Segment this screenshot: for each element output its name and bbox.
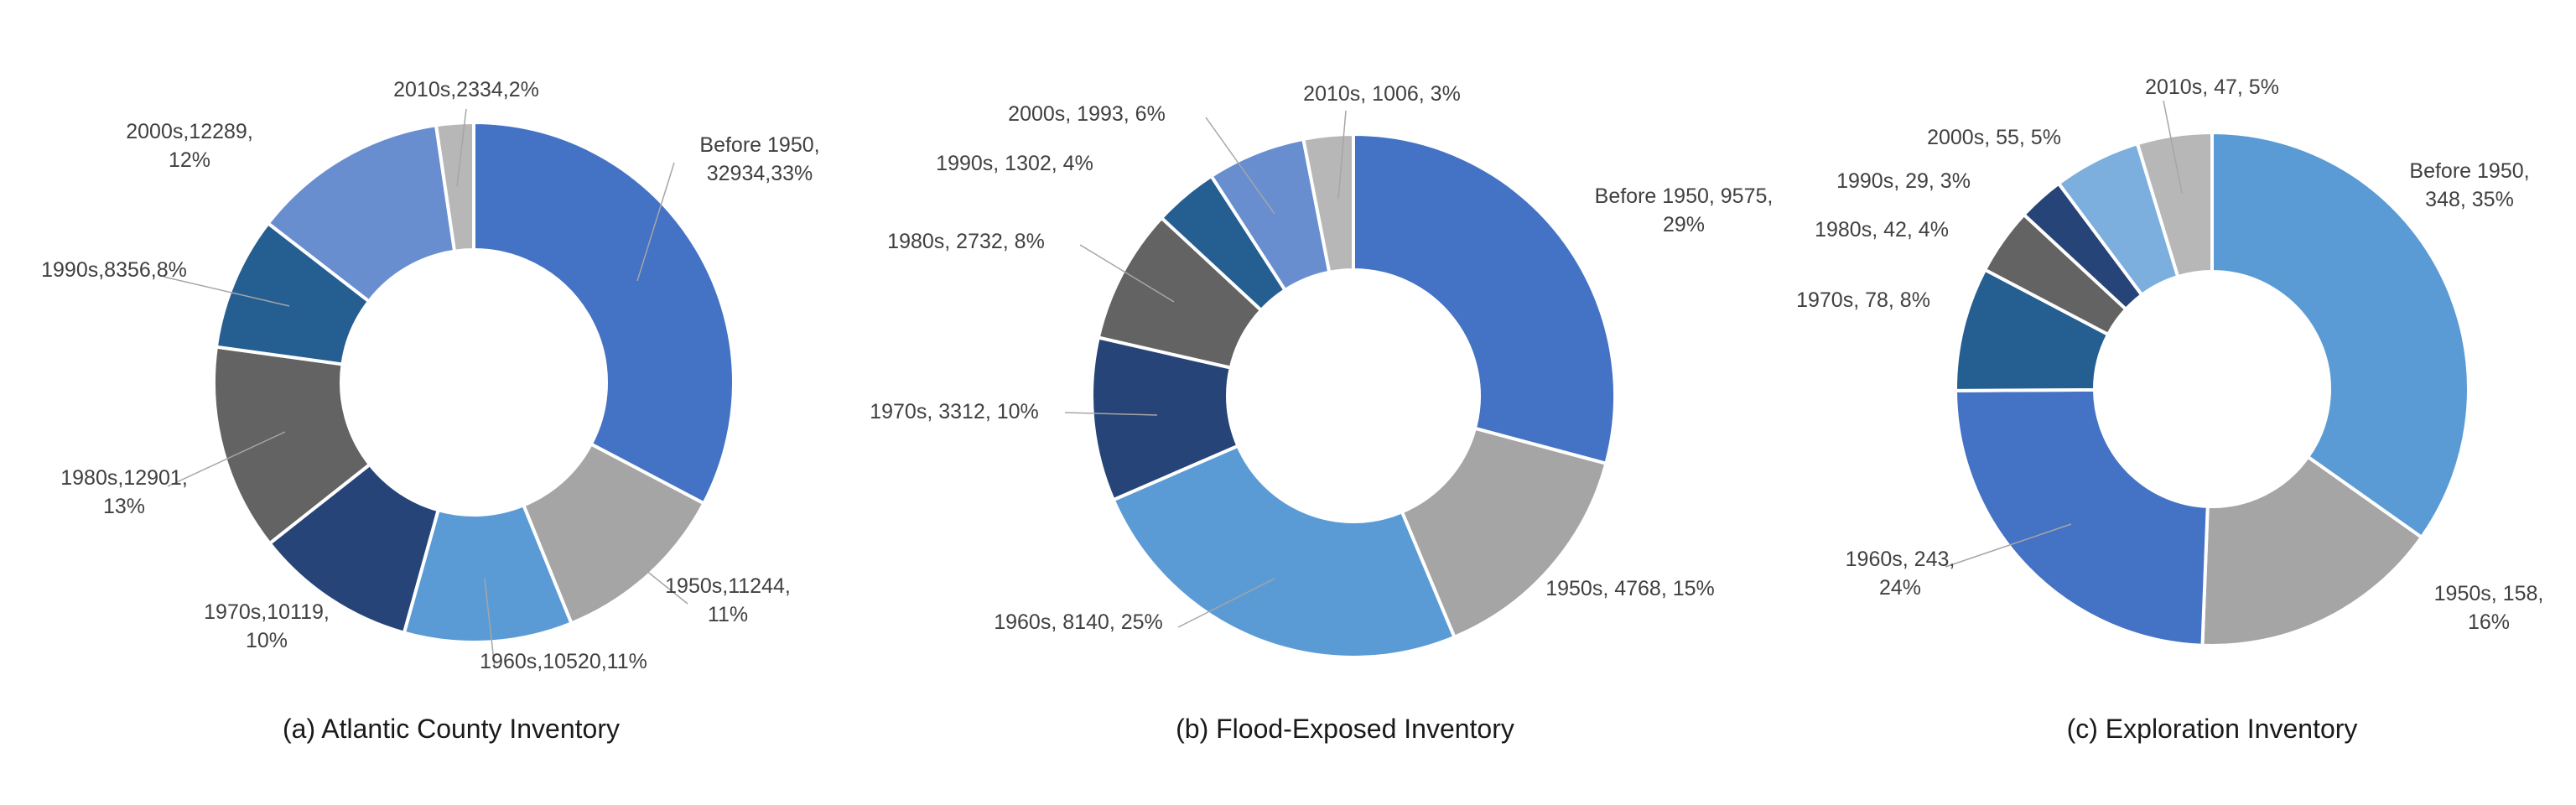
data-label-line: 11% <box>708 603 748 626</box>
data-label-2010s: 2010s,2334,2% <box>393 78 539 101</box>
data-label-line: 2000s, 1993, 6% <box>1008 102 1166 126</box>
data-label-line: Before 1950, <box>2409 159 2529 183</box>
leader-line-2000s <box>1205 117 1275 215</box>
data-label-line: 2010s, 47, 5% <box>2145 75 2279 99</box>
data-label-1980s: 1980s, 42, 4% <box>1815 218 1949 242</box>
data-label-1950s: 1950s, 4768, 15% <box>1545 577 1715 600</box>
data-label-line: 32934,33% <box>707 162 813 185</box>
flood-exposed-donut-chart: Before 1950, 9575, 29% 1950s, 4768, 15% 196… <box>870 82 1774 659</box>
data-label-line: 1980s, 42, 4% <box>1815 218 1949 242</box>
slice-1950s <box>2200 454 2424 647</box>
slice-1950s <box>1400 426 1608 640</box>
data-label-2010s: 2010s, 1006, 3% <box>1303 82 1461 106</box>
data-label-line: 2000s, 55, 5% <box>1927 126 2061 149</box>
data-label-1970s: 1970s, 3312, 10% <box>870 400 1039 423</box>
slice-before-1950 <box>2210 130 2470 540</box>
exploration-donut-chart: Before 1950, 348, 35% 1950s, 158, 16% 1960s,… <box>1796 75 2544 647</box>
data-label-line: 1980s, 2732, 8% <box>887 230 1045 253</box>
data-label-2000s: 2000s, 1993, 6% <box>1008 102 1166 126</box>
slice-2010s <box>434 120 475 253</box>
data-label-line: 2010s,2334,2% <box>393 78 539 101</box>
data-label-line: 2000s,12289, <box>126 120 253 143</box>
data-label-line: 13% <box>103 495 145 518</box>
data-label-line: Before 1950, <box>699 133 819 157</box>
leader-line-1960s <box>484 578 496 669</box>
data-label-line: Before 1950, 9575, <box>1595 184 1774 208</box>
atlantic-county-donut-chart: Before 1950, 32934,33% 1950s,11244, 11% 1960… <box>41 78 819 673</box>
leader-line-1980s <box>167 431 286 487</box>
data-label-line: 12% <box>169 148 210 172</box>
leader-line-1950s <box>645 569 688 605</box>
slice-1960s <box>1953 387 2210 647</box>
slice-2000s <box>265 123 457 304</box>
data-label-line: 1970s, 3312, 10% <box>870 400 1039 423</box>
caption-exploration: (c) Exploration Inventory <box>2067 714 2358 744</box>
leader-line-1960s <box>1177 578 1275 628</box>
leader-line-2010s <box>456 108 467 187</box>
data-label-1950s: 1950s,11244, 11% <box>665 574 791 626</box>
data-label-line: 1960s,10520,11% <box>480 650 647 673</box>
leader-line-1970s <box>1064 412 1158 416</box>
data-label-1980s: 1980s,12901, 13% <box>60 466 188 518</box>
data-label-before-1950: Before 1950, 32934,33% <box>699 133 819 185</box>
data-label-line: 1950s, 4768, 15% <box>1545 577 1715 600</box>
leader-line-2010s <box>2163 100 2183 194</box>
data-label-line: 1990s,8356,8% <box>41 258 187 282</box>
data-label-line: 24% <box>1879 576 1921 600</box>
data-label-line: 1960s, 8140, 25% <box>994 610 1163 634</box>
data-label-1990s: 1990s, 1302, 4% <box>936 152 1093 175</box>
data-label-line: 29% <box>1663 213 1705 236</box>
data-label-line: 1970s, 78, 8% <box>1796 288 1930 312</box>
data-label-2000s: 2000s,12289, 12% <box>126 120 253 172</box>
data-label-line: 2010s, 1006, 3% <box>1303 82 1461 106</box>
leader-line-1960s <box>1945 523 2072 568</box>
slice-before-1950 <box>1352 132 1617 466</box>
data-label-line: 16% <box>2468 610 2510 634</box>
data-label-before-1950: Before 1950, 9575, 29% <box>1595 184 1774 236</box>
data-label-line: 1970s,10119, <box>204 600 330 624</box>
slice-before-1950 <box>472 120 735 506</box>
data-label-1970s: 1970s, 78, 8% <box>1796 288 1930 312</box>
data-label-1960s: 1960s, 243, 24% <box>1846 548 1955 600</box>
slice-1960s <box>1111 444 1457 659</box>
data-label-1990s: 1990s,8356,8% <box>41 258 187 282</box>
data-label-line: 1980s,12901, <box>60 466 188 490</box>
data-label-1990s: 1990s, 29, 3% <box>1836 169 1971 193</box>
data-label-before-1950: Before 1950, 348, 35% <box>2409 159 2529 211</box>
data-label-line: 1950s, 158, <box>2434 582 2544 605</box>
data-label-line: 10% <box>246 629 288 652</box>
slice-2010s <box>2135 130 2214 279</box>
slice-1980s <box>212 345 372 546</box>
data-label-line: 348, 35% <box>2425 188 2514 211</box>
data-label-1980s: 1980s, 2732, 8% <box>887 230 1045 253</box>
data-label-line: 1990s, 29, 3% <box>1836 169 1971 193</box>
leader-line-1980s <box>1079 244 1175 303</box>
data-label-line: 1960s, 243, <box>1846 548 1955 571</box>
caption-flood-exposed: (b) Flood-Exposed Inventory <box>1176 714 1514 744</box>
leader-line-2010s <box>1337 110 1347 200</box>
data-label-1950s: 1950s, 158, 16% <box>2434 582 2544 634</box>
leader-line-1990s <box>163 276 290 307</box>
data-label-1960s: 1960s, 8140, 25% <box>994 610 1163 634</box>
caption-atlantic-county: (a) Atlantic County Inventory <box>283 714 620 744</box>
leader-line-before-1950 <box>636 162 675 282</box>
data-label-2000s: 2000s, 55, 5% <box>1927 126 2061 149</box>
data-label-2010s: 2010s, 47, 5% <box>2145 75 2279 99</box>
data-label-line: 1950s,11244, <box>665 574 791 598</box>
data-label-1960s: 1960s,10520,11% <box>480 650 647 673</box>
data-label-1970s: 1970s,10119, 10% <box>204 600 330 652</box>
data-label-line: 1990s, 1302, 4% <box>936 152 1093 175</box>
